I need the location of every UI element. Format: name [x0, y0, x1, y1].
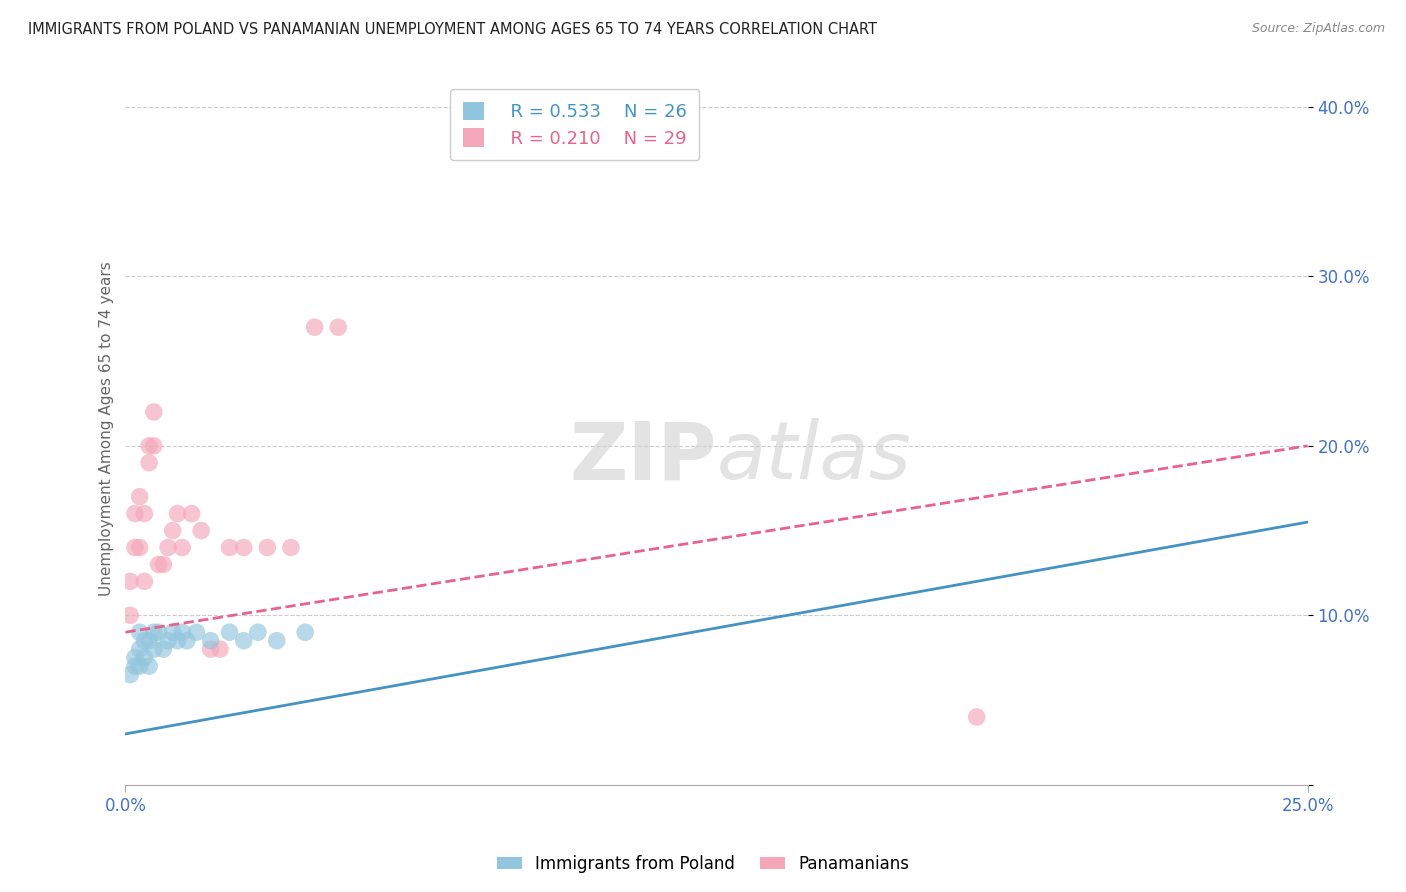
Point — [124, 507, 146, 521]
Point — [148, 625, 170, 640]
Point — [124, 650, 146, 665]
Point — [176, 633, 198, 648]
Point — [142, 642, 165, 657]
Legend: Immigrants from Poland, Panamanians: Immigrants from Poland, Panamanians — [491, 848, 915, 880]
Point — [218, 625, 240, 640]
Point — [152, 642, 174, 657]
Point — [256, 541, 278, 555]
Point — [232, 633, 254, 648]
Point — [138, 456, 160, 470]
Point — [134, 650, 156, 665]
Point — [328, 320, 350, 334]
Point — [162, 625, 184, 640]
Point — [134, 633, 156, 648]
Point — [124, 541, 146, 555]
Point — [200, 633, 222, 648]
Point — [128, 541, 150, 555]
Point — [157, 541, 180, 555]
Point — [128, 659, 150, 673]
Point — [200, 642, 222, 657]
Point — [166, 507, 188, 521]
Point — [162, 524, 184, 538]
Point — [128, 490, 150, 504]
Point — [180, 507, 202, 521]
Point — [172, 625, 194, 640]
Point — [218, 541, 240, 555]
Point — [157, 633, 180, 648]
Point — [134, 574, 156, 589]
Point — [142, 625, 165, 640]
Text: ZIP: ZIP — [569, 418, 717, 496]
Point — [246, 625, 269, 640]
Point — [138, 439, 160, 453]
Point — [142, 405, 165, 419]
Point — [172, 541, 194, 555]
Legend:   R = 0.533    N = 26,   R = 0.210    N = 29: R = 0.533 N = 26, R = 0.210 N = 29 — [450, 89, 699, 161]
Point — [280, 541, 302, 555]
Point — [134, 507, 156, 521]
Point — [138, 633, 160, 648]
Point — [138, 659, 160, 673]
Point — [148, 558, 170, 572]
Point — [294, 625, 316, 640]
Point — [128, 642, 150, 657]
Text: Source: ZipAtlas.com: Source: ZipAtlas.com — [1251, 22, 1385, 36]
Point — [966, 710, 988, 724]
Point — [128, 625, 150, 640]
Point — [166, 633, 188, 648]
Point — [190, 524, 212, 538]
Point — [124, 659, 146, 673]
Point — [232, 541, 254, 555]
Text: atlas: atlas — [717, 418, 911, 496]
Point — [304, 320, 326, 334]
Text: IMMIGRANTS FROM POLAND VS PANAMANIAN UNEMPLOYMENT AMONG AGES 65 TO 74 YEARS CORR: IMMIGRANTS FROM POLAND VS PANAMANIAN UNE… — [28, 22, 877, 37]
Point — [142, 439, 165, 453]
Point — [120, 574, 142, 589]
Y-axis label: Unemployment Among Ages 65 to 74 years: Unemployment Among Ages 65 to 74 years — [100, 261, 114, 596]
Point — [152, 558, 174, 572]
Point — [186, 625, 208, 640]
Point — [120, 608, 142, 623]
Point — [120, 667, 142, 681]
Point — [266, 633, 288, 648]
Point — [209, 642, 232, 657]
